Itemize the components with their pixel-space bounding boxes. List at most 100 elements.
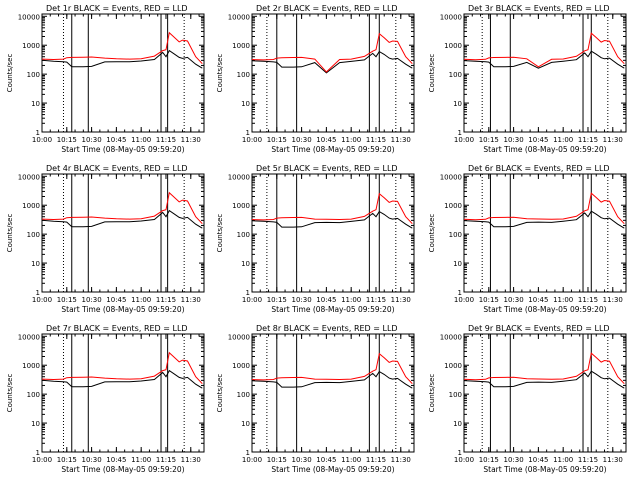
y-tick-label: 100 [27, 71, 40, 79]
y-tick-label: 1000 [444, 362, 462, 370]
chart-panel-8: Det 8r BLACK = Events, RED = LLD 1 10 100 10… [216, 324, 415, 474]
chart-title: Det 6r BLACK = Events, RED = LLD [468, 164, 610, 173]
y-tick-label: 10 [241, 420, 250, 428]
y-tick-label: 10000 [440, 173, 462, 181]
x-tick-label: 10:15 [479, 456, 499, 464]
x-tick-label: 10:00 [242, 296, 262, 304]
y-tick-label: 100 [237, 231, 250, 239]
x-tick-label: 11:15 [156, 296, 176, 304]
lld-series-line [252, 192, 413, 225]
chart-title: Det 1r BLACK = Events, RED = LLD [46, 4, 188, 13]
x-tick-label: 11:00 [341, 456, 361, 464]
x-tick-label: 10:45 [316, 296, 336, 304]
y-tick-label: 1000 [22, 202, 40, 210]
x-tick-label: 10:15 [479, 136, 499, 144]
y-tick-label: 1000 [444, 42, 462, 50]
events-series-line [464, 50, 625, 69]
x-tick-label: 10:45 [528, 136, 548, 144]
x-axis-label: Start Time (08-May-05 09:59:20) [61, 465, 184, 474]
x-axis-label: Start Time (08-May-05 09:59:20) [483, 145, 606, 154]
y-tick-label: 10 [453, 260, 462, 268]
x-tick-label: 11:15 [366, 136, 386, 144]
x-tick-label: 11:30 [391, 456, 411, 464]
chart-title: Det 8r BLACK = Events, RED = LLD [256, 324, 398, 333]
y-axis-label: Counts/sec [6, 214, 14, 253]
y-axis-label: Counts/sec [428, 54, 436, 93]
y-tick-label: 10000 [228, 333, 250, 341]
x-tick-label: 10:15 [57, 456, 77, 464]
x-tick-label: 10:30 [81, 136, 101, 144]
x-tick-label: 10:30 [503, 296, 523, 304]
x-axis-label: Start Time (08-May-05 09:59:20) [483, 305, 606, 314]
lld-series-line [252, 32, 413, 73]
x-tick-label: 11:30 [603, 296, 623, 304]
x-tick-label: 10:30 [503, 136, 523, 144]
chart-title: Det 5r BLACK = Events, RED = LLD [256, 164, 398, 173]
chart-title: Det 3r BLACK = Events, RED = LLD [468, 4, 610, 13]
x-axis-label: Start Time (08-May-05 09:59:20) [61, 145, 184, 154]
y-tick-label: 1000 [232, 42, 250, 50]
lld-series-line [42, 351, 203, 385]
plot-frame [463, 13, 627, 133]
y-axis-label: Counts/sec [216, 214, 224, 253]
x-tick-label: 10:00 [32, 456, 52, 464]
x-tick-label: 10:00 [242, 136, 262, 144]
chart-panel-4: Det 4r BLACK = Events, RED = LLD 1 10 100 10… [6, 164, 205, 314]
events-series-line [464, 370, 625, 389]
lld-series-line [252, 352, 413, 385]
plot-frame [251, 13, 415, 133]
y-axis-label: Counts/sec [216, 54, 224, 93]
y-tick-label: 1000 [444, 202, 462, 210]
x-tick-label: 11:30 [391, 136, 411, 144]
x-tick-label: 10:30 [291, 456, 311, 464]
chart-panel-9: Det 9r BLACK = Events, RED = LLD 1 10 100 10… [428, 324, 627, 474]
x-tick-label: 11:00 [131, 456, 151, 464]
x-tick-label: 10:00 [32, 296, 52, 304]
x-tick-label: 10:45 [106, 456, 126, 464]
x-tick-label: 11:15 [578, 136, 598, 144]
lld-series-line [464, 352, 625, 385]
chart-panel-2: Det 2r BLACK = Events, RED = LLD 1 10 100 10… [216, 4, 415, 154]
y-tick-label: 10000 [18, 333, 40, 341]
plot-frame [41, 13, 205, 133]
x-tick-label: 11:00 [341, 296, 361, 304]
lld-series-line [42, 191, 203, 225]
y-tick-label: 100 [449, 231, 462, 239]
y-tick-label: 100 [449, 71, 462, 79]
events-series-line [464, 210, 625, 229]
lld-series-line [464, 192, 625, 225]
x-tick-label: 10:30 [503, 456, 523, 464]
x-tick-label: 11:15 [578, 456, 598, 464]
chart-panel-5: Det 5r BLACK = Events, RED = LLD 1 10 100 10… [216, 164, 415, 314]
x-tick-label: 10:15 [267, 296, 287, 304]
plot-frame [41, 333, 205, 453]
events-series-line [42, 209, 203, 229]
x-tick-label: 11:00 [341, 136, 361, 144]
lld-series-line [464, 32, 625, 68]
x-tick-label: 10:30 [81, 456, 101, 464]
y-tick-label: 1 [246, 449, 250, 457]
x-tick-label: 10:45 [528, 296, 548, 304]
x-tick-label: 10:30 [81, 296, 101, 304]
y-tick-label: 1 [458, 289, 462, 297]
plot-frame [251, 333, 415, 453]
x-tick-label: 11:00 [553, 296, 573, 304]
y-tick-label: 1 [458, 129, 462, 137]
x-tick-label: 10:15 [267, 136, 287, 144]
plot-frame [463, 173, 627, 293]
x-tick-label: 11:15 [366, 456, 386, 464]
x-tick-label: 10:00 [454, 136, 474, 144]
y-tick-label: 10 [31, 420, 40, 428]
y-tick-label: 1 [36, 289, 40, 297]
y-axis-label: Counts/sec [6, 54, 14, 93]
y-tick-label: 100 [27, 391, 40, 399]
y-axis-label: Counts/sec [6, 374, 14, 413]
x-tick-label: 10:45 [528, 456, 548, 464]
events-series-line [252, 210, 413, 229]
y-tick-label: 100 [237, 391, 250, 399]
x-tick-label: 11:00 [553, 136, 573, 144]
y-axis-label: Counts/sec [428, 214, 436, 253]
y-tick-label: 10000 [228, 13, 250, 21]
chart-title: Det 2r BLACK = Events, RED = LLD [256, 4, 398, 13]
x-axis-label: Start Time (08-May-05 09:59:20) [271, 145, 394, 154]
